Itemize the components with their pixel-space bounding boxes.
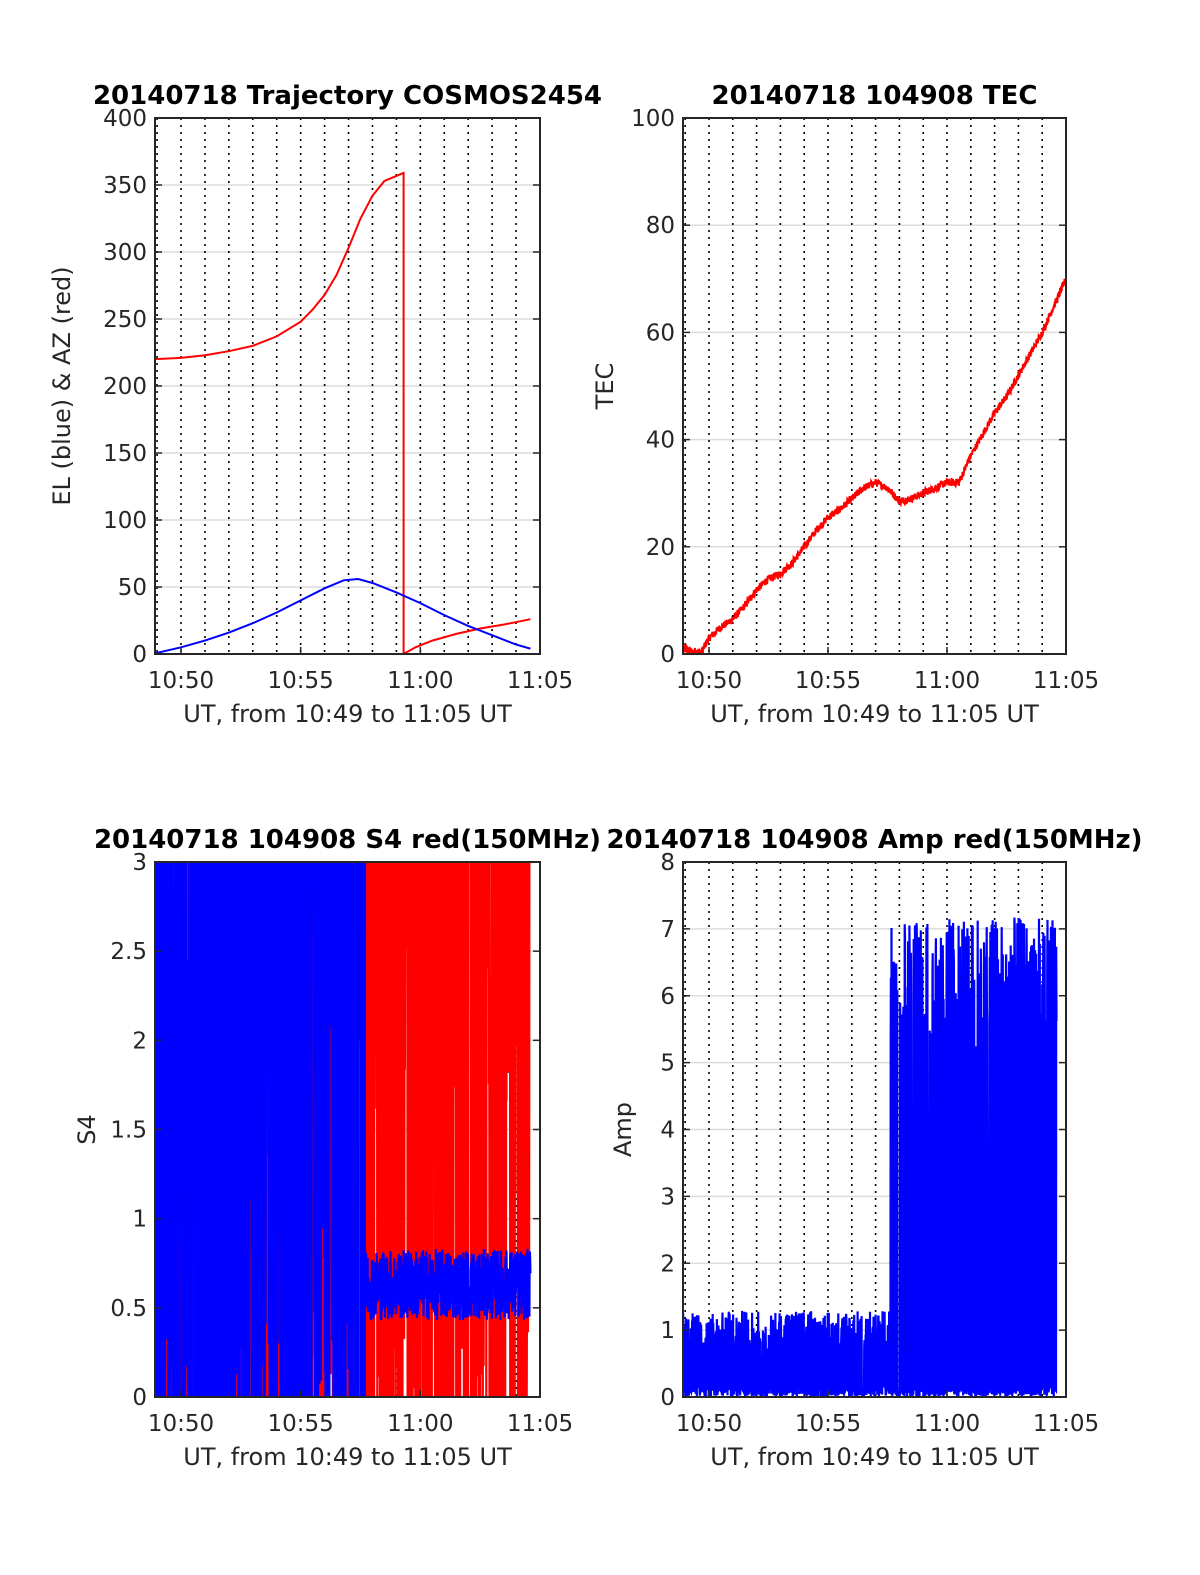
y-axis-label: TEC (591, 363, 619, 411)
x-tick-label: 10:55 (795, 668, 861, 694)
chart-title: 20140718 104908 TEC (712, 81, 1038, 111)
amp-panel: 0 1 2 3 4 5 6 7 8 10:50 10:55 11:00 11:05 20140718 10… (606, 825, 1142, 1471)
y-tick-label: 3 (660, 1184, 675, 1210)
y-tick-label: 3 (132, 850, 147, 876)
chart-title: 20140718 104908 S4 red(150MHz) (94, 825, 601, 855)
y-tick-label: 0 (660, 642, 675, 668)
y-tick-label: 8 (660, 850, 675, 876)
y-tick-label: 300 (103, 240, 147, 266)
x-axis-label: UT, from 10:49 to 11:05 UT (183, 700, 512, 728)
y-tick-label: 50 (118, 575, 147, 601)
y-tick-label: 60 (646, 320, 675, 346)
series-signal-1 (364, 1248, 532, 1321)
trajectory-panel: 0 50 100 150 200 250 300 350 400 10:50 10:55 11:00 1… (48, 81, 602, 728)
y-tick-label: 100 (103, 508, 147, 534)
x-tick-label: 11:05 (1033, 668, 1099, 694)
y-tick-label: 250 (103, 307, 147, 333)
y-tick-label: 400 (103, 106, 147, 132)
y-tick-label: 20 (646, 535, 675, 561)
y-tick-label: 150 (103, 441, 147, 467)
x-axis-label: UT, from 10:49 to 11:05 UT (183, 1443, 512, 1471)
y-tick-label: 0 (132, 1385, 147, 1411)
y-tick-label: 1 (660, 1318, 675, 1344)
y-tick-label: 80 (646, 213, 675, 239)
chart-title: 20140718 Trajectory COSMOS2454 (93, 81, 602, 111)
x-tick-label: 10:50 (148, 668, 214, 694)
y-tick-label: 7 (660, 917, 675, 943)
y-tick-label: 1.5 (110, 1118, 147, 1144)
y-tick-label: 200 (103, 374, 147, 400)
x-tick-label: 10:50 (676, 1411, 742, 1437)
y-tick-label: 0 (660, 1385, 675, 1411)
y-axis-label: EL (blue) & AZ (red) (48, 266, 76, 505)
y-tick-label: 0.5 (110, 1296, 147, 1322)
s4-panel: 0 0.5 1 1.5 2 2.5 3 10:50 10:55 11:00 11:05 2014071… (73, 825, 601, 1471)
y-tick-label: 350 (103, 173, 147, 199)
x-axis-label: UT, from 10:49 to 11:05 UT (710, 1443, 1039, 1471)
y-tick-label: 6 (660, 984, 675, 1010)
x-tick-label: 11:00 (914, 1411, 980, 1437)
plot-content (683, 917, 1058, 1397)
series-signal-0 (888, 917, 1058, 1397)
series-line-0 (683, 276, 1066, 654)
y-tick-label: 100 (631, 106, 675, 132)
axes-frame (682, 117, 1067, 655)
y-tick-label: 2.5 (110, 939, 147, 965)
plot-content (155, 171, 531, 654)
x-tick-label: 11:05 (507, 668, 573, 694)
y-tick-label: 0 (132, 642, 147, 668)
x-tick-label: 10:50 (148, 1411, 214, 1437)
y-tick-label: 40 (646, 428, 675, 454)
plot-content (683, 276, 1066, 654)
x-tick-label: 11:00 (914, 668, 980, 694)
y-axis-label: S4 (73, 1114, 101, 1145)
series-signal-0 (364, 862, 531, 1397)
plot-content (155, 862, 532, 1397)
y-tick-label: 5 (660, 1051, 675, 1077)
x-tick-label: 10:50 (676, 668, 742, 694)
series-line-1 (155, 577, 531, 654)
x-tick-label: 10:55 (268, 668, 334, 694)
y-axis-label: Amp (609, 1102, 637, 1157)
x-tick-label: 10:55 (268, 1411, 334, 1437)
y-tick-label: 1 (132, 1207, 147, 1233)
tec-panel: 0 20 40 60 80 100 10:50 10:55 11:00 11:05 20140718… (591, 81, 1099, 728)
x-tick-label: 11:00 (387, 668, 453, 694)
y-tick-label: 2 (132, 1028, 147, 1054)
y-tick-label: 2 (660, 1251, 675, 1277)
x-tick-label: 11:05 (1033, 1411, 1099, 1437)
series-line-0 (155, 171, 531, 654)
chart-title: 20140718 104908 Amp red(150MHz) (606, 825, 1142, 855)
y-tick-label: 4 (660, 1118, 675, 1144)
series-signal-0 (683, 1310, 891, 1397)
plot-area (683, 118, 1066, 654)
x-tick-label: 11:00 (387, 1411, 453, 1437)
x-tick-label: 11:05 (507, 1411, 573, 1437)
x-tick-label: 10:55 (795, 1411, 861, 1437)
series-signal-1 (155, 862, 367, 1397)
x-axis-label: UT, from 10:49 to 11:05 UT (710, 700, 1039, 728)
